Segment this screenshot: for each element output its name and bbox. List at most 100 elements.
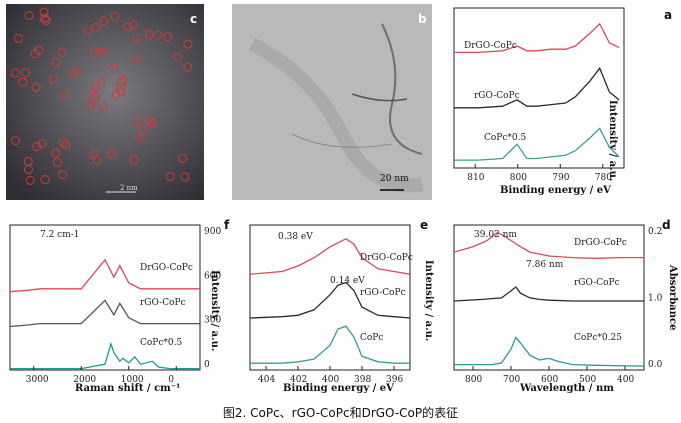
panel-b-label: b [418,12,427,26]
f-x-tick-label: 2000 [73,375,96,385]
particle-marker [40,175,50,185]
particle-marker [123,22,133,32]
f-y-tick-label: 600 [204,271,221,281]
d-y-tick-label: 0.0 [648,360,663,370]
d-x-tick-label: 800 [465,375,482,385]
panel-c-scale-bar: 2 nm [120,184,138,192]
a-series-rgo-copc [454,66,620,109]
particle-marker [98,102,108,112]
panel-e-chart: DrGO-CoPc rGO-CoPc CoPc 404 402 400 398 396 0.38… [249,224,413,385]
f-x-tick-label: 3000 [26,375,49,385]
d-series-label: DrGO-CoPc [574,238,627,248]
particle-marker [144,29,154,39]
particle-marker [24,165,33,174]
panel-a-chart: DrGO-CoPc rGO-CoPc CoPc*0.5 810 800 790 780 [453,7,625,183]
f-series-label: CoPc*0.5 [140,338,182,348]
f-y-tick-label: 0 [204,360,210,370]
d-series-label: rGO-CoPc [574,278,620,288]
d-x-tick-label: 700 [503,375,520,385]
panel-d-label: d [662,218,671,232]
a-series-drgo-copc [454,22,620,54]
particle-marker [89,150,99,159]
d-x-tick-label: 500 [579,375,596,385]
e-annotation: 0.38 eV [278,232,313,242]
particle-marker [82,26,92,35]
e-x-tick-label: 402 [290,375,307,385]
e-series-label: CoPc [360,333,383,343]
particle-marker [129,155,139,165]
d-x-tick-label: 400 [617,375,634,385]
e-x-tick-label: 400 [322,375,339,385]
f-annotation: 7.2 cm-1 [40,230,80,240]
particle-marker [131,55,141,65]
particle-marker [178,153,188,163]
particle-marker [39,7,49,17]
panel-e-ylabel: Intensity / a.u. [423,260,434,342]
particle-marker [96,78,106,87]
particle-marker [40,13,50,23]
particle-marker [116,77,126,87]
e-series-label: rGO-CoPc [360,288,406,298]
d-x-tick-label: 600 [541,375,558,385]
particle-marker [138,126,148,136]
particle-marker [25,175,35,185]
panel-e-label: e [420,218,429,232]
particle-marker [58,137,68,147]
a-series-label: CoPc*0.5 [484,133,526,143]
particle-marker [48,74,58,84]
particle-marker [163,32,172,42]
particle-marker [52,157,62,167]
particle-marker [90,47,100,56]
particle-marker [183,62,193,72]
f-series-rgo-copc [9,299,200,328]
particle-marker [145,116,155,126]
particle-marker [116,82,126,92]
panel-a-xlabel: Binding energy / eV [500,185,611,196]
particle-marker [89,91,99,101]
particle-marker [68,68,78,78]
a-x-tick-label: 800 [510,173,527,183]
particle-marker [51,148,61,158]
particle-marker [51,57,61,67]
particle-marker [165,172,175,182]
e-series-rgo-copc [249,281,411,319]
f-plot-frame [9,224,201,371]
e-x-tick-label: 396 [386,375,403,385]
panel-a-label: a [664,8,673,22]
a-series-label: rGO-CoPc [474,91,520,101]
particle-marker [131,34,141,44]
particle-marker [180,172,190,182]
panel-b: 20 nm b [232,4,432,200]
panel-e-xlabel: Binding energy / eV [283,383,394,394]
particle-marker [32,142,42,152]
panel-f-label: f [224,218,230,232]
d-annotation: 39.02 nm [474,230,517,240]
particle-marker [172,52,182,62]
figure-caption: 图2. CoPc、rGO-CoPc和DrGO-CoP的表征 [222,406,459,420]
panel-c-label: c [190,12,198,26]
particle-marker [111,90,121,100]
particle-marker [57,47,67,57]
particle-marker [21,68,31,77]
d-series-label: CoPc*0.25 [574,333,622,343]
d-series-rgo-copc [453,286,644,302]
particle-marker [183,39,193,49]
f-x-tick-label: 1000 [121,375,144,385]
particle-marker [31,83,41,92]
e-series-copc [250,325,410,364]
f-series-label: DrGO-CoPc [140,263,193,273]
particle-marker [73,67,83,76]
panel-c: 2 nm c [6,4,204,200]
panel-e: e DrGO-CoPc rGO-CoPc CoPc 404 402 400 398 396 0.… [238,210,448,400]
a-x-tick-label: 810 [467,173,484,183]
d-series-copc-0-25 [454,336,645,367]
particle-marker [10,68,20,78]
particle-marker [129,20,139,30]
particle-marker [134,132,144,142]
particle-marker [91,22,101,32]
particle-marker [99,16,109,26]
d-y-tick-label: 0.2 [648,227,662,237]
particle-marker [109,63,119,73]
particle-marker [107,148,117,158]
